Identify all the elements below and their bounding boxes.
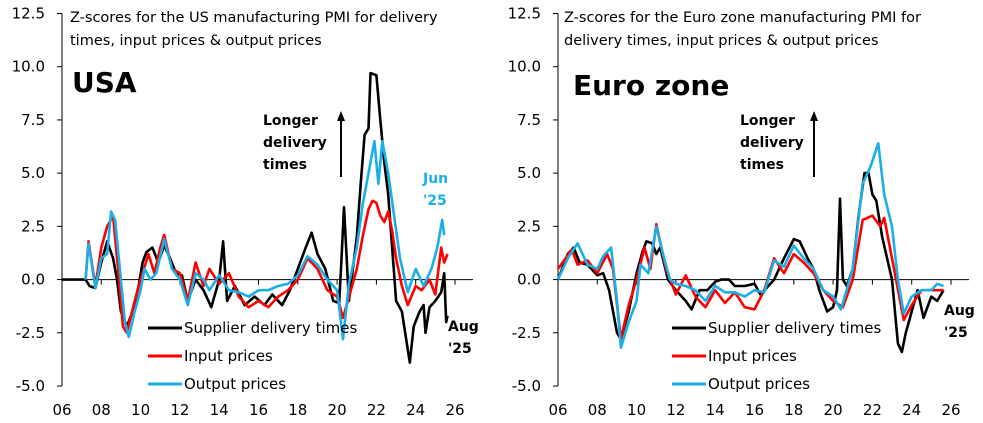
x-tick-label: 26: [445, 401, 464, 418]
legend-label: Output prices: [708, 375, 810, 393]
legend-bg: [670, 351, 858, 371]
x-tick-label: 20: [328, 401, 347, 418]
legend-bg: [670, 323, 858, 343]
y-tick-label: 7.5: [517, 111, 541, 129]
annotation-text: delivery: [740, 135, 804, 151]
legend-label: Output prices: [184, 375, 286, 393]
end-label-output: Jun: [422, 171, 448, 187]
end-label-supplier: '25: [944, 325, 968, 341]
y-tick-label: -2.5: [512, 324, 541, 342]
x-tick-label: 06: [548, 401, 567, 418]
y-tick-label: -5.0: [512, 377, 541, 395]
legend-label: Input prices: [184, 347, 273, 365]
x-tick-label: 24: [902, 401, 921, 418]
arrow-head-icon: [337, 111, 345, 121]
legend: Supplier delivery times Input prices Outpu…: [146, 319, 357, 399]
usa-panel: 12.5 10.0 7.5 5.0 2.5 0.0 -2.5 -5.0 06 08 10 12 14 16…: [12, 5, 479, 420]
x-tick-label: 12: [170, 401, 189, 418]
x-tick-label: 10: [627, 401, 646, 418]
chart-title: Z-scores for the Euro zone manufacturing…: [564, 10, 921, 26]
y-tick-label: 5.0: [21, 164, 45, 182]
legend-label: Supplier delivery times: [708, 319, 881, 337]
x-tick-label: 22: [863, 401, 882, 418]
x-tick-label: 16: [745, 401, 764, 418]
legend-bg: [146, 351, 334, 371]
y-tick-label: 12.5: [12, 5, 45, 23]
x-tick-label: 26: [941, 401, 960, 418]
arrow-head-icon: [810, 111, 818, 121]
x-tick-label: 22: [367, 401, 386, 418]
x-tick-label: 06: [52, 401, 71, 418]
x-tick-label: 14: [210, 401, 229, 418]
end-label-supplier: '25: [448, 341, 472, 357]
x-tick-label: 12: [666, 401, 685, 418]
x-tick-label: 24: [406, 401, 425, 418]
series-line-output-prices: [84, 139, 446, 341]
chart-title: Z-scores for the US manufacturing PMI fo…: [70, 10, 438, 26]
legend-bg: [146, 323, 334, 343]
y-tick-label: 2.5: [517, 217, 541, 235]
y-tick-label: 0.0: [21, 271, 45, 289]
x-tick-label: 14: [706, 401, 725, 418]
x-tick-label: 18: [784, 401, 803, 418]
y-tick-label: 2.5: [21, 217, 45, 235]
y-tick-label: 7.5: [21, 111, 45, 129]
annotation-text: Longer: [740, 113, 795, 129]
legend-bg: [146, 379, 334, 399]
panel-label: USA: [72, 66, 137, 99]
y-tick-label: -2.5: [16, 324, 45, 342]
y-tick-label: 5.0: [517, 164, 541, 182]
chart-title: times, input prices & output prices: [70, 33, 322, 49]
x-tick-label: 10: [131, 401, 150, 418]
x-tick-label: 18: [288, 401, 307, 418]
annotation-text: times: [263, 157, 307, 173]
chart-title: delivery times, input prices & output pr…: [564, 33, 879, 49]
series-line-input-prices: [84, 199, 449, 335]
annotation-text: Longer: [263, 113, 318, 129]
legend-label: Input prices: [708, 347, 797, 365]
y-tick-label: 10.0: [12, 58, 45, 76]
x-tick-label: 08: [92, 401, 111, 418]
y-tick-label: 0.0: [517, 271, 541, 289]
y-tick-label: -5.0: [16, 377, 45, 395]
annotation-text: times: [740, 157, 784, 173]
legend-bg: [670, 379, 858, 399]
euro-zone-panel: 12.5 10.0 7.5 5.0 2.5 0.0 -2.5 -5.0 06 08 10 12 14 16…: [508, 5, 975, 420]
end-label-supplier: Aug: [944, 303, 975, 319]
series-line-output-prices: [556, 142, 944, 349]
legend-label: Supplier delivery times: [184, 319, 357, 337]
y-tick-label: 12.5: [508, 5, 541, 23]
x-tick-label: 08: [588, 401, 607, 418]
panel-label: Euro zone: [573, 69, 729, 102]
end-label-supplier: Aug: [448, 319, 479, 335]
x-tick-label: 16: [249, 401, 268, 418]
annotation-text: delivery: [263, 135, 327, 151]
end-label-output: '25: [423, 193, 447, 209]
series-line-supplier-delivery-times: [556, 171, 945, 354]
legend: Supplier delivery times Input prices Outpu…: [670, 319, 881, 399]
y-tick-label: 10.0: [508, 58, 541, 76]
x-tick-label: 20: [824, 401, 843, 418]
